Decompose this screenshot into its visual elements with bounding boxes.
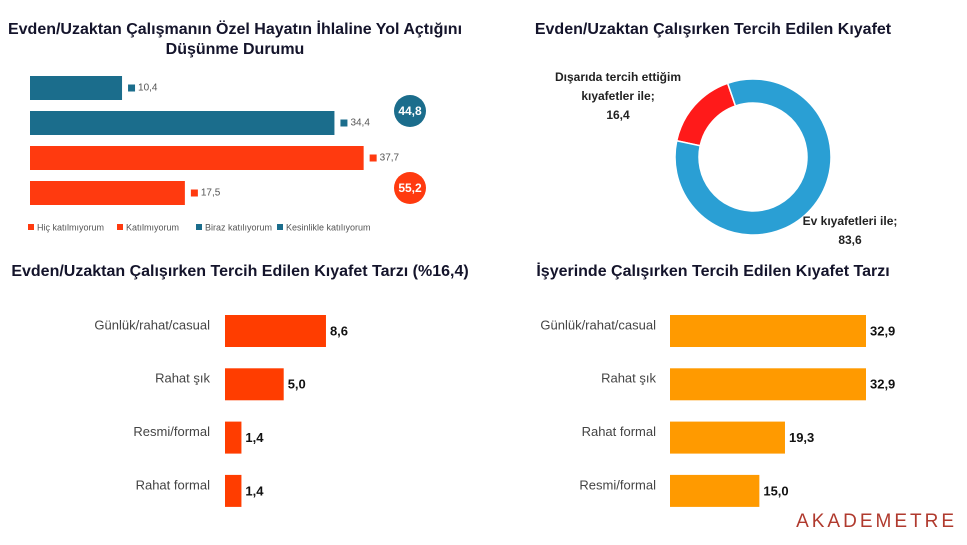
bar xyxy=(670,421,785,454)
bar xyxy=(30,76,123,100)
bar xyxy=(30,146,364,170)
value-label-marker xyxy=(340,119,348,127)
value-label: 10,4 xyxy=(138,83,158,94)
value-label: 19,3 xyxy=(789,430,814,445)
category-label: Rahat şık xyxy=(155,371,210,386)
value-label-marker xyxy=(190,189,198,197)
value-label: 32,9 xyxy=(870,323,895,338)
bar xyxy=(670,315,866,347)
legend-label: Kesinlikle katılıyorum xyxy=(286,222,371,232)
legend-label: Biraz katılıyorum xyxy=(205,222,272,232)
bar xyxy=(670,474,760,507)
legend-swatch xyxy=(277,224,283,230)
bar xyxy=(225,474,242,507)
value-label-marker xyxy=(128,84,136,92)
category-label: Rahat şık xyxy=(601,371,656,386)
total-badge xyxy=(394,172,426,204)
bar xyxy=(225,368,284,401)
bar xyxy=(225,421,242,454)
legend-swatch xyxy=(196,224,202,230)
legend-swatch xyxy=(28,224,34,230)
value-label: 1,4 xyxy=(245,483,264,498)
total-label: 44,8 xyxy=(398,104,422,118)
value-label: 37,7 xyxy=(380,153,400,164)
legend-label: Katılmıyorum xyxy=(126,222,179,232)
value-label: 15,0 xyxy=(763,483,788,498)
bar xyxy=(30,111,335,135)
category-label: Rahat formal xyxy=(582,424,657,439)
chart-title: Evden/Uzaktan Çalışırken Tercih Edilen K… xyxy=(534,21,892,38)
chart-title: Evden/Uzaktan Çalışmanın Özel Hayatın İh… xyxy=(7,21,463,58)
total-badge xyxy=(394,95,426,127)
chart-title: İşyerinde Çalışırken Tercih Edilen Kıyaf… xyxy=(536,263,890,280)
value-label: 32,9 xyxy=(870,377,895,392)
slice-value: 83,6 xyxy=(838,233,862,247)
legend-label: Hiç katılmıyorum xyxy=(37,222,104,232)
slice-label: Dışarıda tercih ettiğim kıyafetler ile; 1… xyxy=(548,68,688,125)
value-label-marker xyxy=(369,154,377,162)
total-label: 55,2 xyxy=(398,181,422,195)
slice xyxy=(674,78,832,236)
value-label: 8,6 xyxy=(330,323,348,338)
bar xyxy=(670,368,866,401)
legend-swatch xyxy=(117,224,123,230)
value-label: 1,4 xyxy=(245,430,264,445)
category-label: Günlük/rahat/casual xyxy=(94,317,210,332)
slice-name: Dışarıda tercih ettiğim kıyafetler ile; xyxy=(554,70,682,103)
value-label: 17,5 xyxy=(201,188,221,199)
bar xyxy=(225,315,326,347)
value-label: 5,0 xyxy=(288,377,306,392)
category-label: Resmi/formal xyxy=(133,424,210,439)
brand: AKADEMETRE xyxy=(796,511,957,532)
slice-label: Ev kıyafetleri ile; 83,6 xyxy=(785,212,915,250)
bar xyxy=(30,181,185,205)
slice-name: Ev kıyafetleri ile; xyxy=(802,214,898,228)
chart-title: Evden/Uzaktan Çalışırken Tercih Edilen K… xyxy=(11,263,469,280)
slice-value: 16,4 xyxy=(606,108,630,122)
category-label: Rahat formal xyxy=(136,477,211,492)
category-label: Resmi/formal xyxy=(579,477,656,492)
value-label: 34,4 xyxy=(350,118,370,129)
category-label: Günlük/rahat/casual xyxy=(540,317,656,332)
